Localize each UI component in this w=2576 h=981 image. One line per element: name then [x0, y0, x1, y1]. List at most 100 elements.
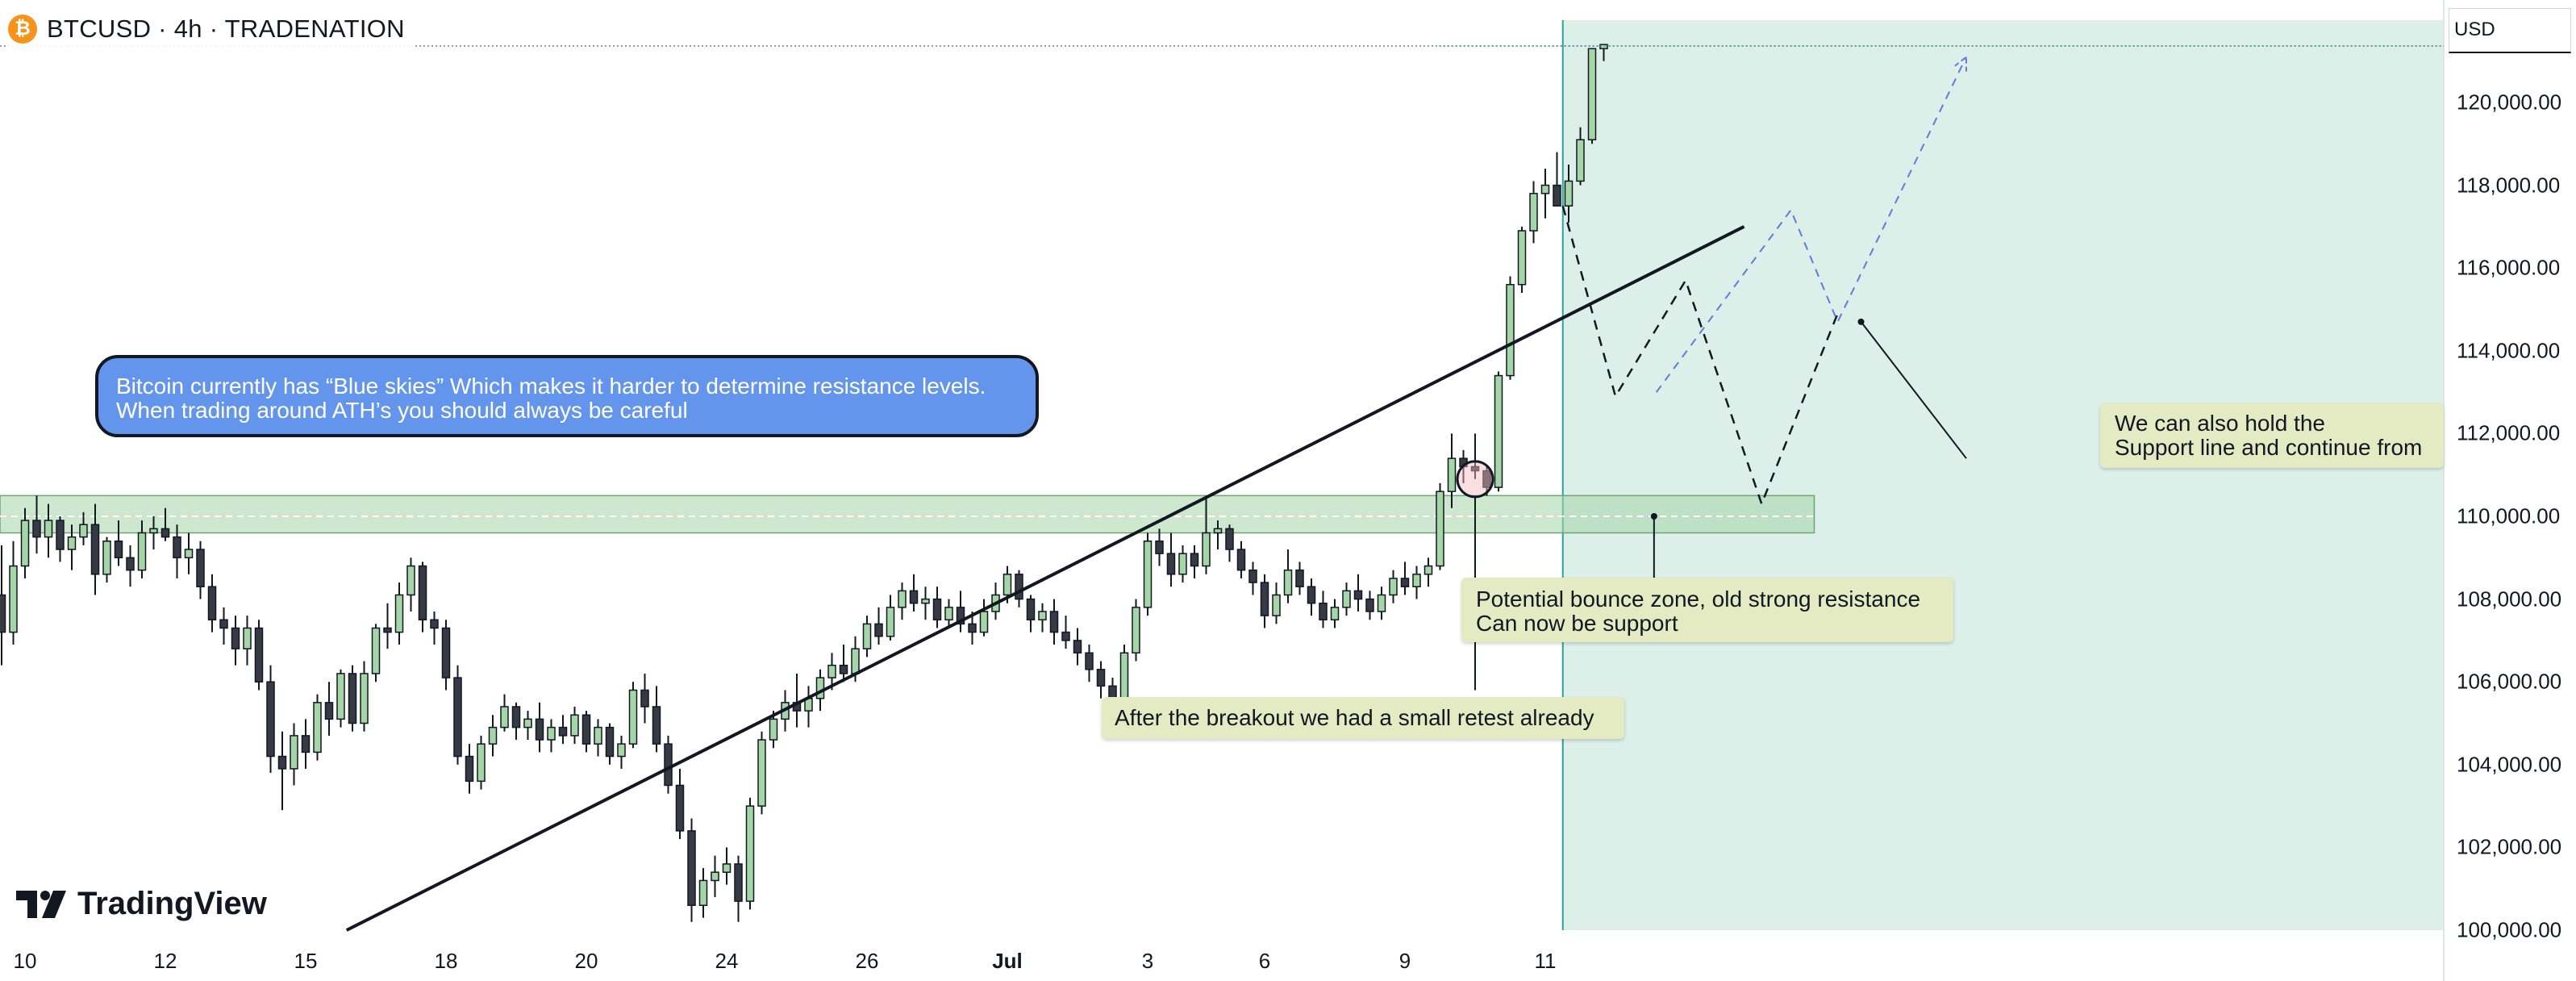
blue-skies-callout[interactable]: Bitcoin currently has “Blue skies” Which… — [95, 355, 1039, 437]
support-line-note[interactable]: We can also hold the Support line and co… — [2100, 403, 2444, 468]
candle[interactable] — [1423, 557, 1433, 587]
candle[interactable] — [290, 723, 298, 786]
candle[interactable] — [1494, 371, 1503, 492]
candle[interactable] — [1553, 152, 1561, 207]
candle[interactable] — [44, 503, 53, 558]
candle[interactable] — [1190, 545, 1199, 578]
candle[interactable] — [722, 847, 732, 885]
candle[interactable] — [0, 545, 6, 666]
candle[interactable] — [1248, 561, 1257, 595]
candle[interactable] — [511, 702, 521, 741]
candle[interactable] — [1353, 574, 1363, 612]
candle[interactable] — [90, 503, 100, 595]
candle[interactable] — [500, 694, 509, 732]
candle[interactable] — [886, 595, 895, 641]
currency-selector[interactable]: USD — [2449, 8, 2571, 53]
candle[interactable] — [1085, 645, 1094, 683]
candle[interactable] — [664, 735, 673, 794]
candle[interactable] — [219, 607, 228, 645]
candle[interactable] — [1436, 482, 1444, 570]
candle[interactable] — [394, 582, 404, 645]
candle[interactable] — [406, 557, 415, 612]
candle[interactable] — [324, 682, 334, 736]
candle[interactable] — [1166, 532, 1176, 587]
candle[interactable] — [1061, 616, 1070, 649]
candle[interactable] — [640, 673, 649, 724]
candle[interactable] — [1295, 561, 1304, 595]
candle[interactable] — [921, 587, 930, 620]
candle[interactable] — [67, 524, 77, 570]
candle[interactable] — [1389, 570, 1398, 603]
candle[interactable] — [1132, 599, 1140, 662]
candle[interactable] — [1026, 595, 1036, 632]
candle[interactable] — [979, 599, 989, 637]
candle[interactable] — [1236, 541, 1246, 578]
candle[interactable] — [207, 574, 217, 632]
candle[interactable] — [1178, 545, 1187, 583]
candle[interactable] — [137, 520, 147, 578]
candle[interactable] — [1576, 127, 1585, 186]
candle[interactable] — [1015, 570, 1023, 607]
retest-marker[interactable] — [1456, 460, 1494, 499]
retest-note[interactable]: After the breakout we had a small retest… — [1102, 697, 1624, 739]
candle[interactable] — [1096, 661, 1106, 699]
candle[interactable] — [745, 797, 755, 910]
candle[interactable] — [231, 616, 240, 666]
candle[interactable] — [173, 524, 181, 578]
candle[interactable] — [418, 561, 427, 632]
candle[interactable] — [254, 620, 264, 691]
candle[interactable] — [465, 744, 474, 794]
candle[interactable] — [558, 715, 568, 745]
candle[interactable] — [149, 516, 158, 550]
candle[interactable] — [1587, 48, 1597, 144]
candle[interactable] — [617, 735, 626, 769]
candle[interactable] — [605, 723, 615, 765]
candle[interactable] — [687, 818, 696, 922]
candle[interactable] — [1202, 495, 1211, 574]
candle[interactable] — [20, 507, 30, 578]
candle[interactable] — [243, 616, 252, 666]
candle[interactable] — [79, 511, 88, 545]
candle[interactable] — [862, 616, 872, 657]
candle[interactable] — [594, 719, 602, 757]
candle[interactable] — [348, 665, 357, 732]
candle[interactable] — [336, 669, 345, 728]
candle[interactable] — [1225, 524, 1234, 562]
candle[interactable] — [909, 574, 919, 612]
candle[interactable] — [1506, 276, 1515, 380]
candle[interactable] — [898, 582, 907, 620]
candle[interactable] — [301, 719, 311, 769]
candle[interactable] — [114, 520, 123, 566]
candle[interactable] — [535, 702, 544, 753]
candle[interactable] — [1342, 582, 1351, 616]
candle[interactable] — [277, 731, 287, 811]
candle[interactable] — [1470, 433, 1480, 479]
candle[interactable] — [453, 665, 462, 765]
candle[interactable] — [1038, 603, 1047, 632]
candle[interactable] — [9, 541, 18, 645]
ascending-trendline[interactable] — [345, 225, 1745, 932]
resistance-zone[interactable] — [0, 495, 1815, 534]
candle[interactable] — [184, 532, 194, 574]
candle[interactable] — [1412, 566, 1421, 599]
candle[interactable] — [430, 611, 439, 645]
candle[interactable] — [477, 735, 486, 790]
candle[interactable] — [1143, 532, 1153, 616]
candle[interactable] — [1564, 164, 1574, 223]
candle[interactable] — [804, 686, 813, 728]
candle[interactable] — [944, 599, 953, 628]
candle[interactable] — [56, 516, 65, 562]
candle[interactable] — [488, 715, 498, 757]
candle[interactable] — [1213, 520, 1223, 550]
candle[interactable] — [1529, 181, 1538, 244]
candle[interactable] — [839, 645, 848, 683]
candle[interactable] — [360, 661, 369, 732]
candle[interactable] — [266, 665, 275, 774]
candle[interactable] — [827, 653, 836, 691]
symbol-title[interactable]: BTCUSD · 4h · TRADENATION — [47, 15, 405, 43]
candle[interactable] — [757, 731, 766, 815]
candle[interactable] — [441, 620, 451, 691]
candle[interactable] — [734, 855, 743, 922]
candle[interactable] — [570, 706, 579, 745]
